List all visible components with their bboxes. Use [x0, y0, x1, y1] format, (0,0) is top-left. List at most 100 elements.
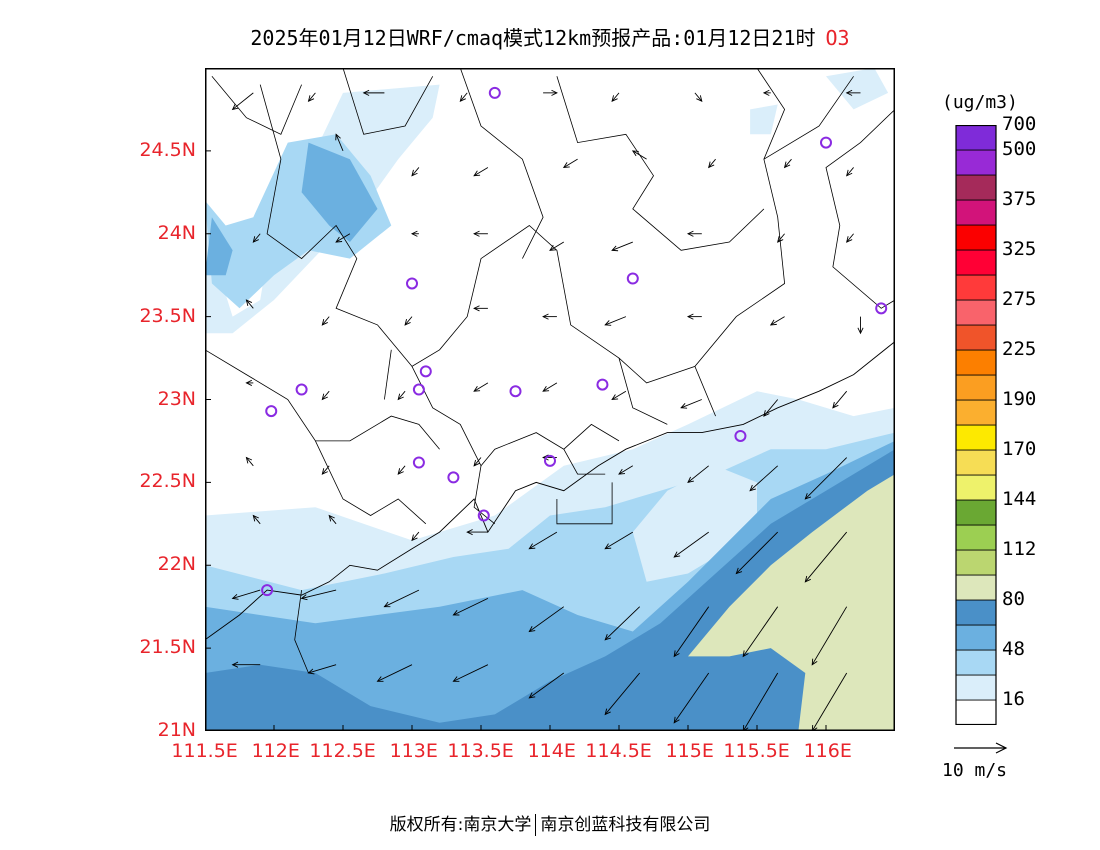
wind-vector	[618, 465, 634, 475]
wind-vector	[857, 316, 864, 335]
wind-reference-arrow	[954, 742, 1008, 754]
longitude-tick-label: 113.5E	[447, 740, 514, 762]
wind-vector-head	[735, 567, 743, 575]
longitude-tick-label: 111.5E	[171, 740, 238, 762]
colorbar-segment	[955, 324, 997, 351]
latitude-tick-label: 24N	[157, 221, 196, 244]
wind-vector-head	[604, 708, 611, 716]
wind-reference-label: 10 m/s	[942, 760, 1008, 781]
wind-vector	[846, 233, 854, 243]
concentration-region	[632, 465, 757, 582]
colorbar-tick-label: 225	[1002, 338, 1037, 360]
colorbar-segment	[955, 499, 997, 526]
colorbar-tick-label: 144	[1002, 488, 1037, 510]
wind-vector-head	[742, 650, 749, 658]
wind-vector-head	[611, 245, 619, 252]
wind-vector-head	[551, 89, 558, 96]
admin-boundary	[411, 366, 620, 467]
wind-vector-shaft	[453, 597, 489, 616]
wind-vector	[245, 456, 254, 467]
wind-vector-head	[673, 716, 680, 724]
colorbar-tick-label: 500	[1002, 138, 1037, 160]
wind-vector-shaft	[673, 672, 710, 723]
colorbar-segment	[955, 249, 997, 276]
wind-vector	[542, 313, 557, 320]
longitude-tick-label: 112E	[251, 740, 300, 762]
wind-vector-head	[687, 476, 694, 484]
wind-vector-shaft	[742, 672, 779, 731]
wind-vector-head	[300, 594, 308, 601]
wind-vector-shaft	[377, 664, 413, 682]
monitoring-station	[447, 471, 460, 484]
wind-vector	[383, 589, 420, 608]
chart-title: 2025年01月12日WRF/cmaq模式12km预报产品:01月12日21时 O…	[0, 22, 1100, 51]
colorbar-tick-label: 700	[1002, 113, 1037, 135]
wind-vector-head	[611, 394, 619, 401]
wind-vector-head	[473, 230, 480, 237]
wind-vector-shaft	[811, 672, 848, 731]
admin-boundary	[459, 68, 544, 259]
colorbar-segment	[955, 649, 997, 676]
wind-vector	[687, 465, 709, 484]
map-plot-area	[205, 68, 895, 731]
colorbar-segment	[955, 274, 997, 301]
colorbar-segment	[955, 574, 997, 601]
wind-vector	[411, 531, 420, 542]
wind-vector-shaft	[335, 134, 344, 152]
colorbar-tick-label: 190	[1002, 388, 1037, 410]
wind-vector-shaft	[749, 465, 779, 491]
wind-vector	[686, 230, 702, 237]
wind-vector-head	[562, 162, 570, 168]
wind-vector	[673, 672, 710, 724]
wind-vector-head	[846, 169, 853, 177]
wind-vector-head	[769, 319, 777, 326]
wind-vector	[804, 531, 848, 583]
colorbar-segment	[955, 349, 997, 376]
wind-vector-head	[696, 95, 703, 102]
wind-vector-shaft	[604, 672, 641, 715]
longitude-tick-label: 115E	[665, 740, 714, 762]
admin-boundary	[315, 440, 427, 525]
admin-boundary	[563, 449, 606, 475]
admin-boundary	[294, 590, 309, 674]
admin-boundary	[763, 76, 854, 160]
wind-vector	[611, 241, 633, 252]
wind-vector-shaft	[694, 92, 703, 102]
colorbar-segment	[955, 674, 997, 701]
wind-vector-head	[528, 626, 536, 633]
wind-vector	[328, 514, 337, 525]
wind-vector-head	[763, 410, 770, 417]
colorbar-segment	[955, 524, 997, 551]
monitoring-station	[509, 385, 522, 398]
monitoring-station	[820, 136, 832, 149]
wind-vector	[307, 92, 316, 102]
wind-vector	[321, 390, 330, 401]
wind-vector	[811, 606, 848, 666]
wind-vector-shaft	[246, 299, 254, 309]
wind-vector	[542, 382, 558, 392]
colorbar-segment	[955, 699, 997, 725]
wind-vector-shaft	[611, 92, 620, 102]
wind-vector-shaft	[473, 457, 482, 467]
wind-vector-shaft	[453, 664, 489, 682]
wind-vector-head	[845, 89, 853, 96]
admin-boundary	[825, 109, 895, 309]
colorbar-border	[955, 125, 997, 725]
wind-vector-head	[245, 456, 253, 464]
wind-vector	[846, 167, 854, 177]
wind-vector-head	[673, 551, 681, 558]
wind-vector-head	[473, 170, 481, 177]
colorbar-segment	[955, 399, 997, 426]
wind-vector	[452, 597, 489, 616]
wind-vector-shaft	[632, 150, 647, 160]
wind-vector-head	[604, 320, 612, 326]
colorbar-segment	[955, 299, 997, 326]
wind-vector	[604, 531, 634, 550]
wind-vector-head	[335, 236, 343, 243]
wind-vector-head	[231, 661, 239, 668]
wind-vector-shaft	[335, 233, 351, 243]
wind-vector	[777, 233, 785, 243]
wind-vector-head	[762, 89, 770, 96]
wind-vector	[680, 399, 702, 409]
wind-vector-head	[542, 454, 549, 461]
